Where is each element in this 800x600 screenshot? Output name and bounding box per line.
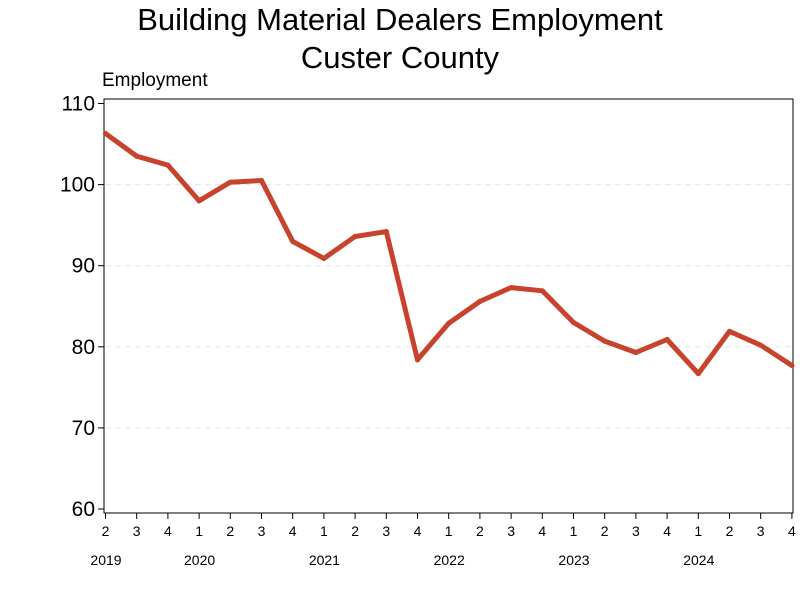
y-tick-label: 80 <box>72 336 95 359</box>
x-axis: 2 3 4 1 2 3 4 1 2 3 4 1 2 3 4 1 2 3 4 1 2 3 4 2019 2020 2021 2022 2… <box>90 513 796 568</box>
year-label: 2020 <box>184 552 215 568</box>
y-tick-label: 110 <box>62 93 95 116</box>
x-tick-label: 2 <box>601 523 609 539</box>
data-point <box>477 298 483 304</box>
gridlines <box>105 184 792 429</box>
x-tick-label: 3 <box>258 523 266 539</box>
data-point <box>290 238 296 244</box>
plot-area <box>103 98 794 514</box>
y-axis: 60 70 80 90 100 110 <box>60 93 104 521</box>
data-point <box>508 284 514 291</box>
x-tick-label: 1 <box>445 523 453 539</box>
x-tick-label: 3 <box>507 523 515 539</box>
chart-title-line-1: Building Material Dealers Employment <box>137 2 663 37</box>
data-point <box>414 357 421 363</box>
data-point <box>726 328 733 334</box>
data-point <box>165 162 171 168</box>
x-tick-label: 2 <box>476 523 484 539</box>
x-tick-label: 3 <box>757 523 765 539</box>
data-point <box>758 342 764 348</box>
x-tick-label: 4 <box>414 523 422 539</box>
x-tick-label: 3 <box>632 523 640 539</box>
x-tick-label: 1 <box>694 523 702 539</box>
data-point <box>789 362 795 369</box>
data-point <box>258 177 265 184</box>
data-point <box>664 336 670 343</box>
y-tick-label: 60 <box>72 498 95 521</box>
data-point <box>227 179 233 185</box>
chart-title-line-2: Custer County <box>301 40 500 75</box>
x-tick-label: 4 <box>788 523 796 539</box>
data-point <box>196 198 202 204</box>
data-point <box>134 153 140 159</box>
data-point <box>446 320 452 326</box>
data-point <box>102 130 109 137</box>
y-axis-label: Employment <box>102 70 208 91</box>
x-tick-label: 1 <box>195 523 203 539</box>
x-tick-label: 4 <box>289 523 297 539</box>
x-tick-label: 2 <box>351 523 359 539</box>
series-line <box>103 131 795 377</box>
y-tick-label: 70 <box>72 417 95 440</box>
data-point <box>602 338 608 344</box>
series-group <box>102 130 795 377</box>
x-tick-label: 4 <box>164 523 172 539</box>
data-point <box>539 288 545 294</box>
x-tick-label: 1 <box>320 523 328 539</box>
y-tick-label: 100 <box>60 174 95 197</box>
data-point <box>570 319 577 326</box>
x-tick-label: 4 <box>538 523 546 539</box>
year-label: 2019 <box>90 552 121 568</box>
x-tick-label: 2 <box>102 523 110 539</box>
x-tick-label: 3 <box>382 523 390 539</box>
y-tick-label: 90 <box>72 255 95 278</box>
x-tick-label: 2 <box>726 523 734 539</box>
x-tick-label: 2 <box>226 523 234 539</box>
data-point <box>383 229 389 235</box>
data-point <box>633 349 639 356</box>
x-tick-label: 3 <box>133 523 141 539</box>
x-tick-label: 1 <box>570 523 578 539</box>
data-point <box>321 255 327 262</box>
year-label: 2021 <box>309 552 340 568</box>
data-point <box>695 370 701 377</box>
year-label: 2024 <box>683 552 714 568</box>
data-point <box>352 233 358 240</box>
year-label: 2023 <box>558 552 589 568</box>
x-tick-label: 4 <box>663 523 671 539</box>
year-label: 2022 <box>434 552 465 568</box>
